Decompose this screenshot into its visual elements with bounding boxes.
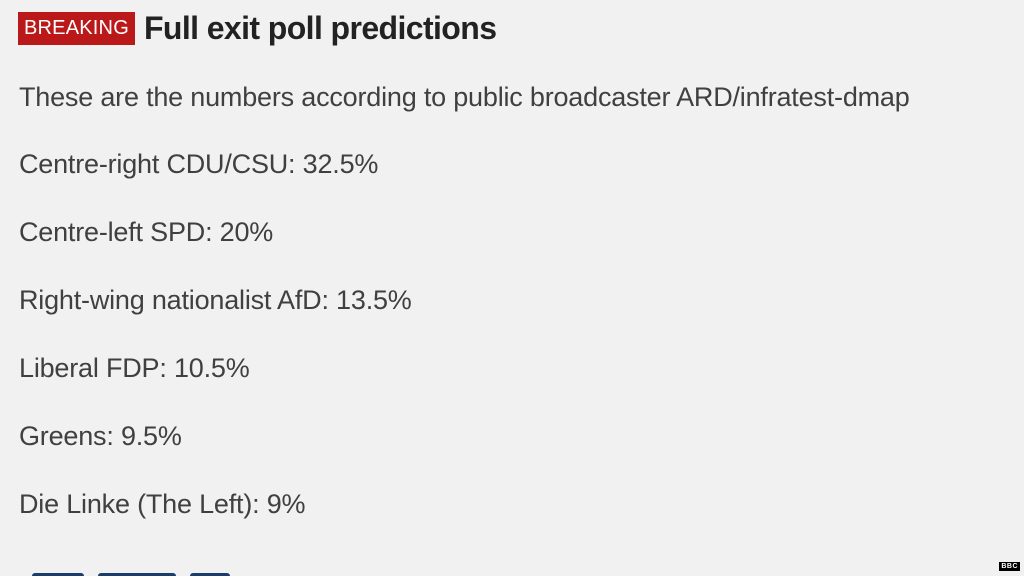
bbc-logo: BBC (999, 562, 1020, 571)
result-spd: Centre-left SPD: 20% (19, 217, 274, 247)
result-cdu-csu: Centre-right CDU/CSU: 32.5% (19, 149, 379, 179)
cut-off-link-text (32, 568, 292, 576)
post-header: BREAKING Full exit poll predictions (18, 10, 497, 46)
result-afd: Right-wing nationalist AfD: 13.5% (19, 285, 412, 315)
result-fdp: Liberal FDP: 10.5% (19, 353, 250, 383)
breaking-badge: BREAKING (18, 11, 135, 45)
post-title: Full exit poll predictions (143, 10, 497, 46)
intro-text: These are the numbers according to publi… (19, 82, 910, 112)
results-list: Centre-right CDU/CSU: 32.5% Centre-left … (19, 147, 412, 555)
result-die-linke: Die Linke (The Left): 9% (19, 489, 306, 519)
result-greens: Greens: 9.5% (19, 421, 182, 451)
